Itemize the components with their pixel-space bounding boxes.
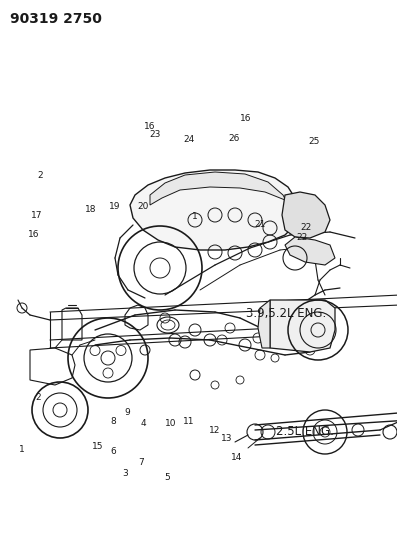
Polygon shape xyxy=(285,237,335,265)
Text: 10: 10 xyxy=(165,419,176,428)
Text: 20: 20 xyxy=(137,203,148,211)
Text: 8: 8 xyxy=(110,417,116,425)
Text: 26: 26 xyxy=(229,134,240,143)
Text: 7: 7 xyxy=(138,458,144,467)
Text: 19: 19 xyxy=(110,203,121,211)
Text: 6: 6 xyxy=(110,448,116,456)
Text: 15: 15 xyxy=(92,442,103,451)
Text: 1: 1 xyxy=(19,445,25,454)
Text: 12: 12 xyxy=(209,426,220,435)
Text: 4: 4 xyxy=(140,419,146,428)
Text: 16: 16 xyxy=(144,122,155,131)
Polygon shape xyxy=(150,172,290,208)
Text: 17: 17 xyxy=(31,212,42,220)
Text: 90319 2750: 90319 2750 xyxy=(10,12,102,26)
Text: 16: 16 xyxy=(28,230,39,239)
Text: 18: 18 xyxy=(85,205,96,214)
Text: 24: 24 xyxy=(183,135,194,144)
Text: 22: 22 xyxy=(300,223,311,232)
Polygon shape xyxy=(282,192,330,238)
Text: 2: 2 xyxy=(37,172,42,180)
Text: 1: 1 xyxy=(192,213,197,221)
Text: 13: 13 xyxy=(221,434,232,443)
Polygon shape xyxy=(258,300,270,348)
Text: 14: 14 xyxy=(231,453,242,462)
Text: 25: 25 xyxy=(308,137,319,146)
Text: 3.9,5.2L ENG.: 3.9,5.2L ENG. xyxy=(246,307,326,320)
Text: 16: 16 xyxy=(241,114,252,123)
Text: 5: 5 xyxy=(164,473,170,481)
Polygon shape xyxy=(270,300,335,352)
Text: 21: 21 xyxy=(254,221,266,229)
Text: 9: 9 xyxy=(124,408,130,416)
Text: 2: 2 xyxy=(35,393,40,401)
Text: 2.5L ENG.: 2.5L ENG. xyxy=(276,425,334,438)
Polygon shape xyxy=(130,170,298,250)
Text: 11: 11 xyxy=(183,417,194,425)
Text: 22: 22 xyxy=(296,233,307,241)
Text: 3: 3 xyxy=(122,469,128,478)
Text: 23: 23 xyxy=(149,131,160,139)
